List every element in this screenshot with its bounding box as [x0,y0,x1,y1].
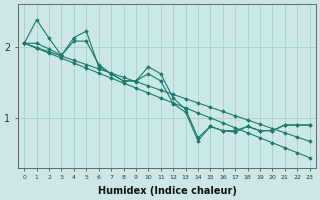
X-axis label: Humidex (Indice chaleur): Humidex (Indice chaleur) [98,186,236,196]
